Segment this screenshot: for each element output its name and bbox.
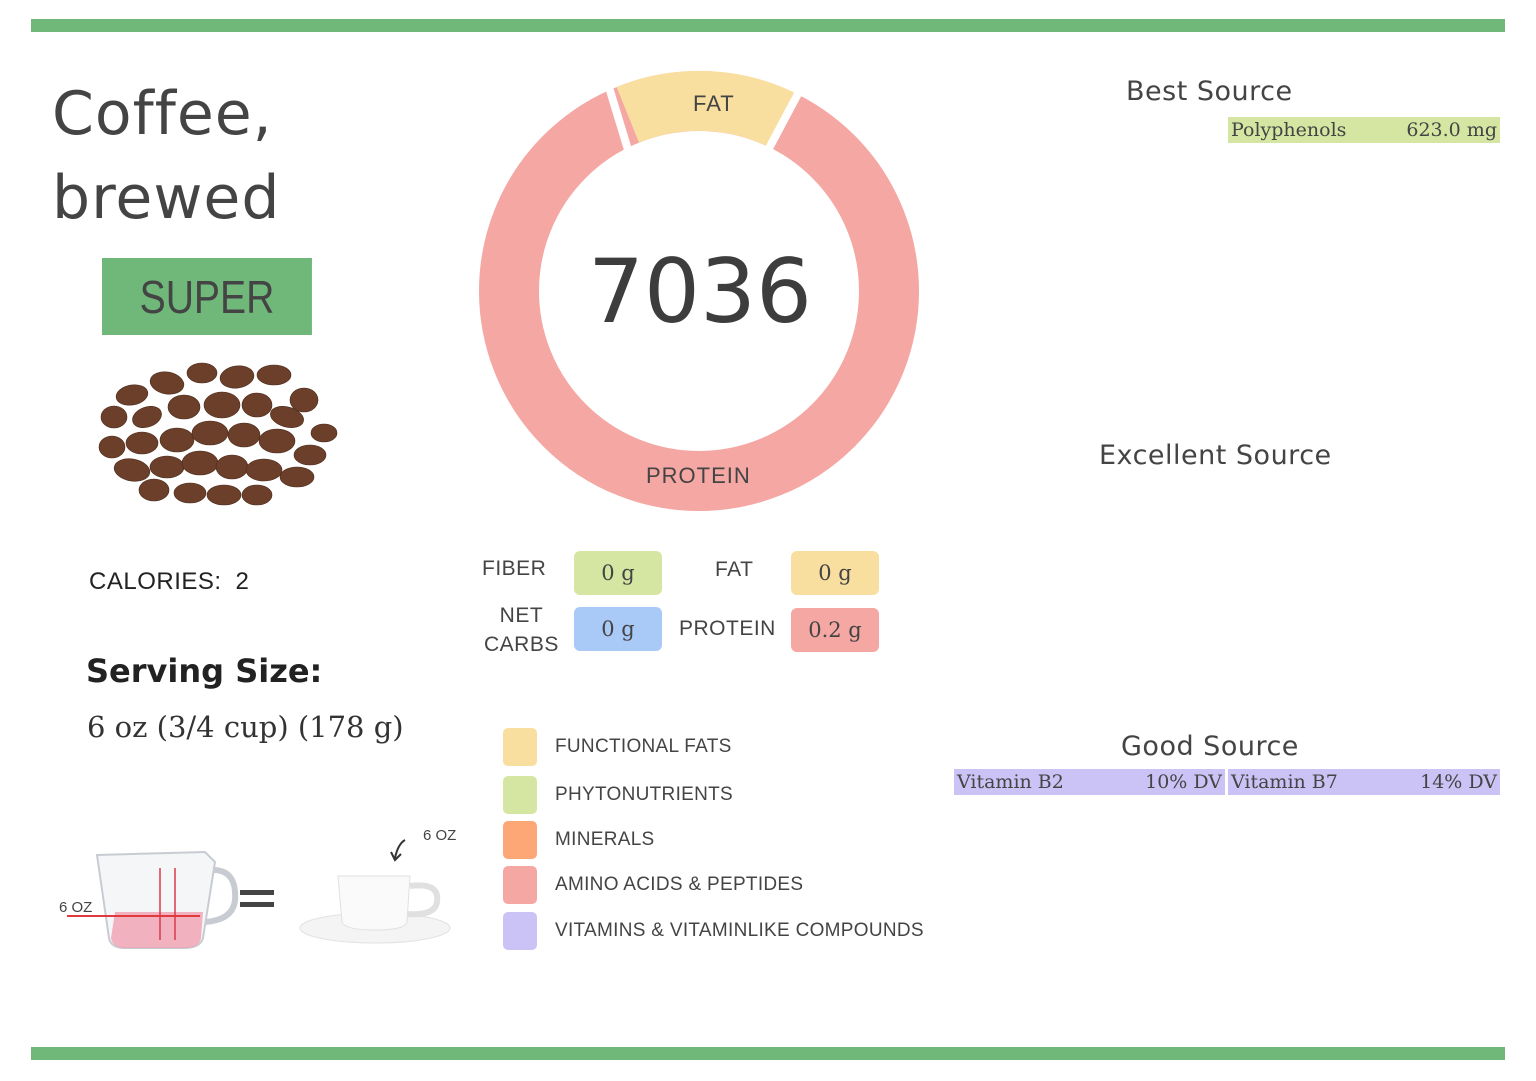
- nutrient-amount: 10% DV: [1145, 771, 1222, 793]
- food-title: Coffee, brewed: [52, 72, 280, 240]
- best-source-heading: Best Source: [1126, 76, 1293, 107]
- donut-center-value: 7036: [588, 240, 812, 343]
- macro-label-protein: PROTEIN: [679, 617, 776, 640]
- legend-label: FUNCTIONAL FATS: [555, 736, 732, 757]
- legend-item-phytonutrients: PHYTONUTRIENTS: [503, 776, 733, 814]
- nutrient-name: Vitamin B2: [957, 771, 1064, 793]
- donut-label-protein: PROTEIN: [646, 463, 751, 488]
- cup-label: 6 OZ: [423, 827, 456, 844]
- nutrient-amount: 623.0 mg: [1406, 119, 1497, 141]
- donut-segment-fat: [616, 70, 796, 148]
- legend-swatch: [503, 728, 537, 766]
- coffee-cup-icon: [299, 875, 451, 944]
- excellent-source-heading: Excellent Source: [1099, 440, 1332, 471]
- coffee-beans-image: [98, 362, 338, 506]
- serving-illustration: 6 OZ 6 OZ: [59, 827, 456, 949]
- macro-value-protein: 0.2 g: [791, 608, 879, 652]
- legend-item-vitamins: VITAMINS & VITAMINLIKE COMPOUNDS: [503, 912, 924, 950]
- macro-label-net-carbs-line1: NET: [499, 604, 544, 627]
- legend-label: AMINO ACIDS & PEPTIDES: [555, 874, 804, 895]
- measuring-cup-icon: [67, 850, 239, 949]
- legend-label: PHYTONUTRIENTS: [555, 784, 734, 805]
- legend-swatch: [503, 776, 537, 814]
- best-source-item: Polyphenols 623.0 mg: [1228, 117, 1500, 143]
- rating-badge: SUPER: [102, 258, 312, 335]
- legend-label: VITAMINS & VITAMINLIKE COMPOUNDS: [555, 920, 924, 941]
- macro-value-net-carbs: 0 g: [574, 607, 662, 651]
- calories-value: 2: [235, 568, 250, 595]
- good-source-item: Vitamin B2 10% DV: [954, 769, 1225, 795]
- calories: CALORIES: 2: [89, 568, 249, 596]
- food-title-line1: Coffee,: [52, 79, 273, 149]
- measure-label: 6 OZ: [59, 899, 92, 916]
- nutrient-name: Polyphenols: [1231, 119, 1347, 141]
- legend-item-minerals: MINERALS: [503, 821, 655, 859]
- macro-label-fiber: FIBER: [482, 557, 547, 580]
- donut-label-fat: FAT: [693, 91, 735, 116]
- legend-swatch: [503, 821, 537, 859]
- legend-item-amino-acids: AMINO ACIDS & PEPTIDES: [503, 866, 803, 904]
- legend-swatch: [503, 912, 537, 950]
- serving-size-label: Serving Size:: [86, 652, 323, 690]
- nutrient-name: Vitamin B7: [1231, 771, 1338, 793]
- equals-icon: [240, 890, 274, 907]
- calories-label: CALORIES:: [89, 568, 222, 595]
- macro-label-net-carbs-line2: CARBS: [484, 633, 559, 656]
- legend-swatch: [503, 866, 537, 904]
- legend-item-functional-fats: FUNCTIONAL FATS: [503, 728, 732, 766]
- nutrient-donut-chart: [479, 70, 919, 511]
- nutrient-amount: 14% DV: [1420, 771, 1497, 793]
- macro-value-fat: 0 g: [791, 551, 879, 595]
- good-source-item: Vitamin B7 14% DV: [1228, 769, 1500, 795]
- serving-size-value: 6 oz (3/4 cup) (178 g): [87, 710, 404, 744]
- food-title-line2: brewed: [52, 163, 281, 233]
- macro-value-fiber: 0 g: [574, 551, 662, 595]
- legend-label: MINERALS: [555, 829, 655, 850]
- macro-label-net-carbs: NET CARBS: [484, 601, 559, 659]
- good-source-heading: Good Source: [1121, 731, 1299, 762]
- macro-label-fat: FAT: [715, 558, 754, 581]
- bottom-accent-bar: [31, 1047, 1505, 1060]
- top-accent-bar: [31, 19, 1505, 32]
